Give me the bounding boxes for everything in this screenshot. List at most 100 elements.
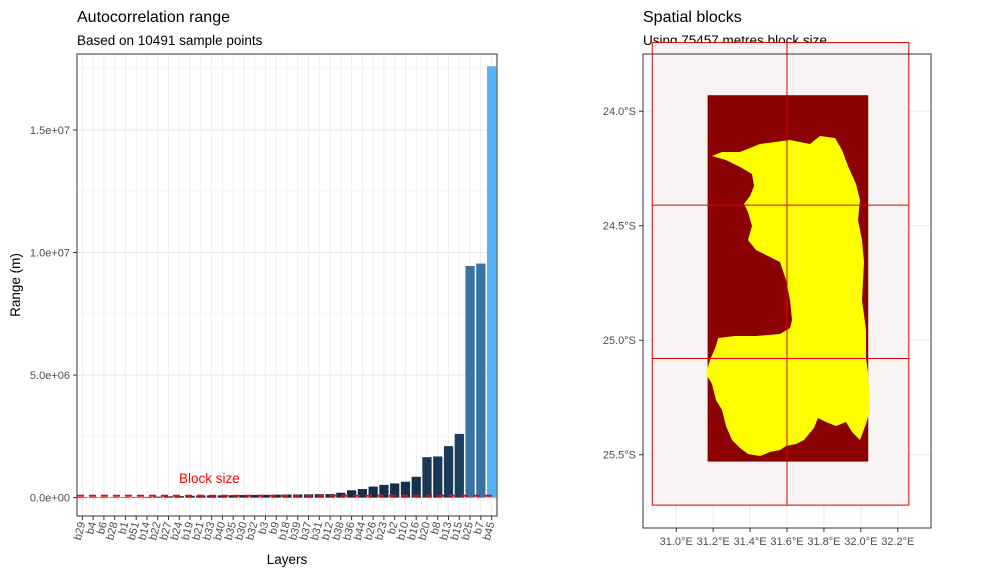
bar-b15	[454, 433, 464, 498]
x-tick-label: b23	[373, 521, 389, 542]
bar-chart-ylabel: Range (m)	[8, 253, 23, 317]
bar-chart-xlabel: Layers	[267, 552, 308, 567]
x-tick-label: b2	[386, 521, 401, 536]
bar-b2	[390, 483, 400, 498]
bar-b10	[400, 481, 411, 498]
map-x-tick-label: 31.4°E	[733, 536, 766, 548]
map-x-tick-label: 31.0°E	[660, 536, 693, 548]
x-tick-label: b45	[481, 521, 497, 542]
x-tick-label: b15	[449, 521, 465, 542]
x-tick-label: b7	[472, 521, 487, 536]
bar-chart-subtitle: Based on 10491 sample points	[77, 33, 263, 48]
map-y-tick-label: 25.0°S	[603, 335, 636, 347]
x-tick-label: b51	[126, 521, 142, 542]
x-tick-label: b9	[267, 521, 282, 536]
x-tick-label: b37	[298, 521, 314, 542]
bar-b14	[142, 496, 152, 498]
blocks-outline	[651, 42, 910, 506]
x-tick-label: b38	[330, 521, 346, 542]
x-tick-label: b24	[169, 521, 185, 542]
map-y-tick-label: 24.0°S	[603, 106, 636, 118]
x-tick-label: b35	[223, 521, 239, 542]
map-x-tick-label: 32.0°E	[844, 536, 877, 548]
bar-b26	[368, 486, 378, 498]
bar-b3	[260, 494, 271, 498]
x-tick-label: b40	[212, 521, 228, 542]
bar-b27	[163, 496, 174, 498]
bar-b9	[271, 494, 281, 498]
map-x-tick-label: 31.2°E	[697, 536, 730, 548]
bar-chart-y-ticks: 0.0e+00 5.0e+06 1.0e+07 1.5e+07	[30, 125, 77, 505]
bar-b30	[239, 495, 249, 498]
x-tick-label: b33	[201, 521, 217, 542]
bar-b4	[88, 497, 98, 498]
bar-b16	[411, 476, 421, 498]
x-tick-label: b13	[438, 521, 454, 542]
bar-chart-x-ticks: b29b4b6b28b1b51b14b22b27b24b19b21b33b40b…	[72, 516, 498, 542]
bar-b36	[346, 490, 357, 498]
bar-b32	[250, 494, 260, 498]
block-size-label: Block size	[179, 471, 240, 486]
x-tick-label: b16	[406, 521, 422, 542]
x-tick-label: b6	[95, 521, 110, 536]
x-tick-label: b8	[429, 521, 444, 536]
x-tick-label: b14	[137, 521, 153, 542]
map-x-tick-label: 31.6°E	[770, 536, 803, 548]
bar-b45	[486, 66, 497, 498]
bar-b29	[77, 497, 88, 498]
bar-b38	[336, 492, 346, 498]
x-tick-label: b39	[287, 521, 303, 542]
x-tick-label: b4	[84, 521, 99, 536]
map-y-ticks: 24.0°S 24.5°S 25.0°S 25.5°S	[603, 106, 643, 462]
x-tick-label: b28	[104, 521, 120, 542]
map-y-tick-label: 24.5°S	[603, 221, 636, 233]
y-tick-label: 0.0e+00	[30, 493, 70, 505]
x-tick-label: b25	[460, 521, 476, 542]
x-tick-label: b20	[417, 521, 433, 542]
bar-b7	[476, 263, 486, 498]
bar-chart-reference: Block size	[77, 471, 497, 497]
bar-b24	[174, 496, 184, 498]
x-tick-label: b3	[257, 521, 272, 536]
x-tick-label: b19	[180, 521, 196, 542]
bar-chart-title: Autocorrelation range	[77, 9, 230, 26]
bar-b51	[131, 497, 141, 498]
x-tick-label: b22	[147, 521, 163, 542]
x-tick-label: b10	[395, 521, 411, 542]
x-tick-label: b21	[190, 521, 206, 542]
x-tick-label: b30	[233, 521, 249, 542]
bar-b1	[120, 497, 131, 498]
x-tick-label: b36	[341, 521, 357, 542]
map-title: Spatial blocks	[643, 9, 742, 26]
x-tick-label: b44	[352, 521, 368, 542]
raster-region	[706, 136, 870, 456]
bar-b20	[422, 457, 432, 498]
bar-chart-bars	[77, 66, 497, 498]
bar-b44	[357, 489, 368, 498]
x-tick-label: b26	[363, 521, 379, 542]
bar-b23	[379, 484, 389, 498]
x-tick-label: b31	[309, 521, 325, 542]
bar-b22	[153, 496, 163, 498]
bar-b25	[465, 266, 475, 498]
x-tick-label: b32	[244, 521, 260, 542]
y-tick-label: 1.0e+07	[30, 248, 70, 260]
x-tick-label: b27	[158, 521, 174, 542]
bar-b13	[443, 446, 454, 498]
map-layers	[651, 42, 910, 506]
x-tick-label: b18	[277, 521, 293, 542]
y-tick-label: 5.0e+06	[30, 370, 70, 382]
block-grid-lines	[651, 42, 910, 506]
map-x-ticks: 31.0°E 31.2°E 31.4°E 31.6°E 31.8°E 32.0°E 32.2…	[660, 528, 914, 548]
bar-b28	[110, 497, 120, 498]
bar-b6	[99, 497, 109, 498]
y-tick-label: 1.5e+07	[30, 125, 70, 137]
x-tick-label: b12	[320, 521, 336, 542]
x-tick-label: b29	[72, 521, 88, 542]
map-y-tick-label: 25.5°S	[603, 450, 636, 462]
map-x-tick-label: 32.2°E	[881, 536, 914, 548]
x-tick-label: b1	[117, 521, 132, 536]
bar-b8	[433, 456, 443, 498]
